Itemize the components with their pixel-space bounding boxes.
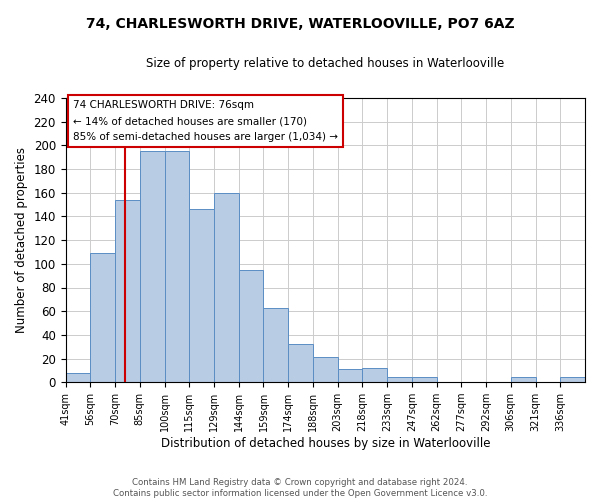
Bar xyxy=(313,358,338,382)
Bar xyxy=(65,373,91,382)
Bar xyxy=(140,152,164,382)
Text: 74, CHARLESWORTH DRIVE, WATERLOOVILLE, PO7 6AZ: 74, CHARLESWORTH DRIVE, WATERLOOVILLE, P… xyxy=(86,18,514,32)
Bar xyxy=(190,210,214,382)
Bar xyxy=(362,368,387,382)
Text: Contains HM Land Registry data © Crown copyright and database right 2024.
Contai: Contains HM Land Registry data © Crown c… xyxy=(113,478,487,498)
Bar xyxy=(288,344,313,382)
Bar xyxy=(338,369,362,382)
Bar xyxy=(214,193,239,382)
X-axis label: Distribution of detached houses by size in Waterlooville: Distribution of detached houses by size … xyxy=(161,437,490,450)
Bar xyxy=(115,200,140,382)
Y-axis label: Number of detached properties: Number of detached properties xyxy=(15,147,28,333)
Bar xyxy=(560,378,585,382)
Bar xyxy=(164,152,190,382)
Text: 74 CHARLESWORTH DRIVE: 76sqm
← 14% of detached houses are smaller (170)
85% of s: 74 CHARLESWORTH DRIVE: 76sqm ← 14% of de… xyxy=(73,100,338,141)
Bar xyxy=(511,378,536,382)
Bar xyxy=(387,378,412,382)
Bar xyxy=(263,308,288,382)
Bar xyxy=(91,253,115,382)
Bar xyxy=(412,378,437,382)
Title: Size of property relative to detached houses in Waterlooville: Size of property relative to detached ho… xyxy=(146,58,505,70)
Bar xyxy=(239,270,263,382)
